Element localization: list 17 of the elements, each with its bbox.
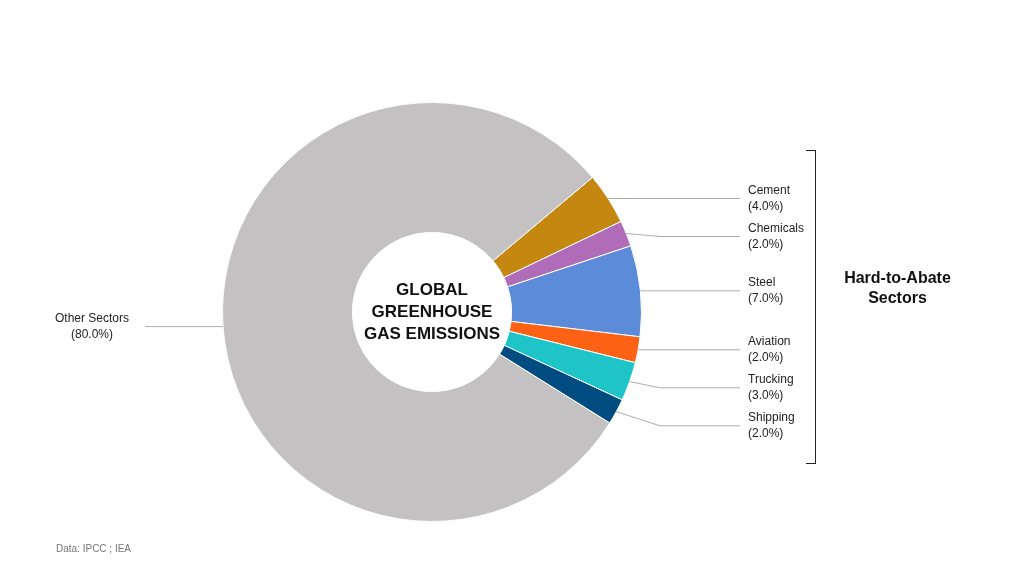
text: GLOBAL GREENHOUSE GAS EMISSIONS <box>363 279 501 343</box>
slice-label: Shipping <box>748 410 795 425</box>
slice-label: Steel <box>748 275 776 290</box>
slice-label: Cement <box>748 182 791 197</box>
data-label: (2.0%) <box>748 350 784 365</box>
data-label: (80.0%) <box>70 326 114 341</box>
data-label: (7.0%) <box>748 291 784 306</box>
slice-label: Trucking <box>748 372 794 387</box>
slice-label: Other Sectors <box>54 310 130 325</box>
data-label: (4.0%) <box>748 198 784 213</box>
data-label: (3.0%) <box>748 388 784 403</box>
data-label: (2.0%) <box>748 236 784 251</box>
slice-label: Chemicals <box>748 220 805 235</box>
data-label: (2.0%) <box>748 426 784 441</box>
text: Hard-to-Abate Sectors <box>843 268 952 308</box>
slice-label: Aviation <box>748 334 791 349</box>
text: Data: IPCC ; IEA <box>56 543 132 554</box>
